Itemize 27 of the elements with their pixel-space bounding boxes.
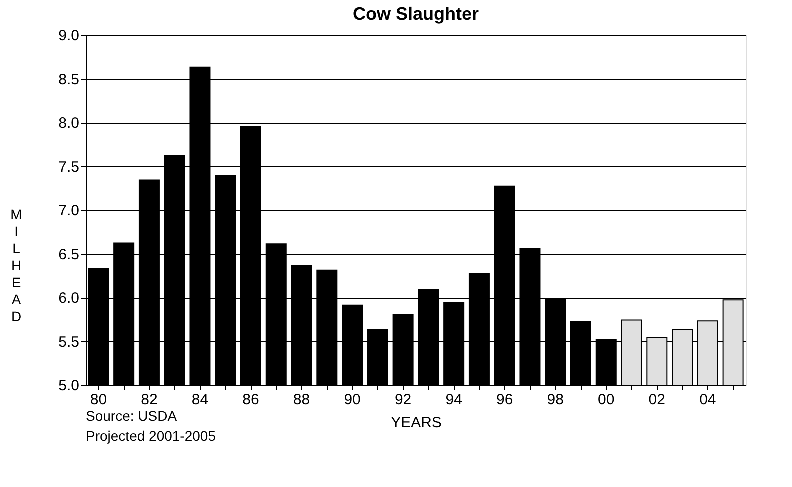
y-tick-label: 7.5 [58,158,80,176]
chart-title: Cow Slaughter [352,4,480,24]
x-tick-label: 92 [394,392,412,408]
x-tick-label: 98 [547,392,564,408]
y-tick-label: 7.0 [58,202,80,220]
x-tick-label: 86 [242,392,260,408]
y-tick-label: 5.0 [58,378,80,394]
x-tick-label: 80 [90,392,108,408]
x-tick-label: 96 [496,392,514,408]
x-tick-label: 04 [700,392,716,408]
y-tick-label: 8.0 [58,115,80,132]
y-tick-label: 6.0 [58,290,80,307]
x-tick-label: 88 [293,392,310,408]
y-tick-label: 6.5 [58,246,80,264]
y-tick-label: 9.0 [58,28,80,44]
y-tick-label: 8.5 [58,71,80,88]
x-axis-title: YEARS [391,414,442,432]
x-tick-label: 00 [598,392,615,408]
x-tick-label: 94 [446,392,462,408]
text: Projected 2001-2005 [86,428,216,444]
y-axis-title: MIL HEAD [10,206,22,324]
x-tick-label: 90 [344,392,361,408]
x-tick-label: 02 [648,392,666,408]
source-note: Source: USDA [86,408,178,424]
x-tick-label: 82 [141,392,158,408]
y-tick-label: 5.5 [58,334,80,351]
x-tick-label: 84 [192,392,209,408]
